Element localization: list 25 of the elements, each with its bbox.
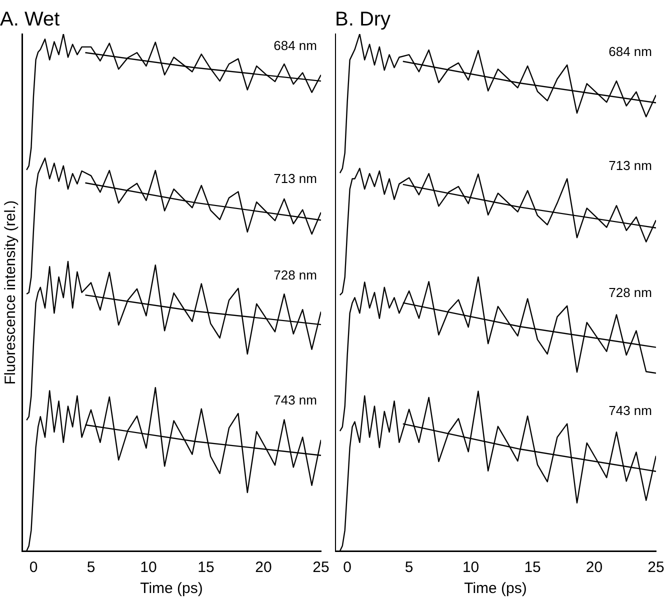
x-tick-label: 5 <box>404 559 414 576</box>
series-label: 684 nm <box>274 38 317 53</box>
series-label: 728 nm <box>274 267 317 282</box>
chart-title: B. Dry <box>335 8 391 31</box>
x-tick-label: 0 <box>343 559 352 576</box>
series-label: 713 nm <box>274 170 317 186</box>
series-label: 743 nm <box>274 392 317 408</box>
text: 713 nm <box>608 158 652 173</box>
x-tick-label: 25 <box>312 559 330 576</box>
x-tick-label: 15 <box>198 559 214 576</box>
x-tick-label: 10 <box>462 559 480 576</box>
series-label: 728 nm <box>608 285 652 300</box>
x-tick-label: 25 <box>648 559 664 576</box>
x-tick-label: 20 <box>586 559 603 576</box>
chart-title: A. Wet <box>0 8 60 31</box>
series-label: 743 nm <box>608 402 652 418</box>
y-axis-title: Fluorescence intensity (rel.) <box>2 200 20 385</box>
x-axis-title: Time (ps) <box>464 580 527 598</box>
series-label: 684 nm <box>608 44 652 60</box>
x-axis-title: Time (ps) <box>140 580 203 598</box>
x-tick-label: 20 <box>255 559 272 576</box>
x-tick-label: 10 <box>140 559 157 576</box>
x-tick-label: 0 <box>29 559 38 576</box>
x-tick-label: 5 <box>86 559 96 576</box>
x-tick-label: 15 <box>524 559 541 576</box>
